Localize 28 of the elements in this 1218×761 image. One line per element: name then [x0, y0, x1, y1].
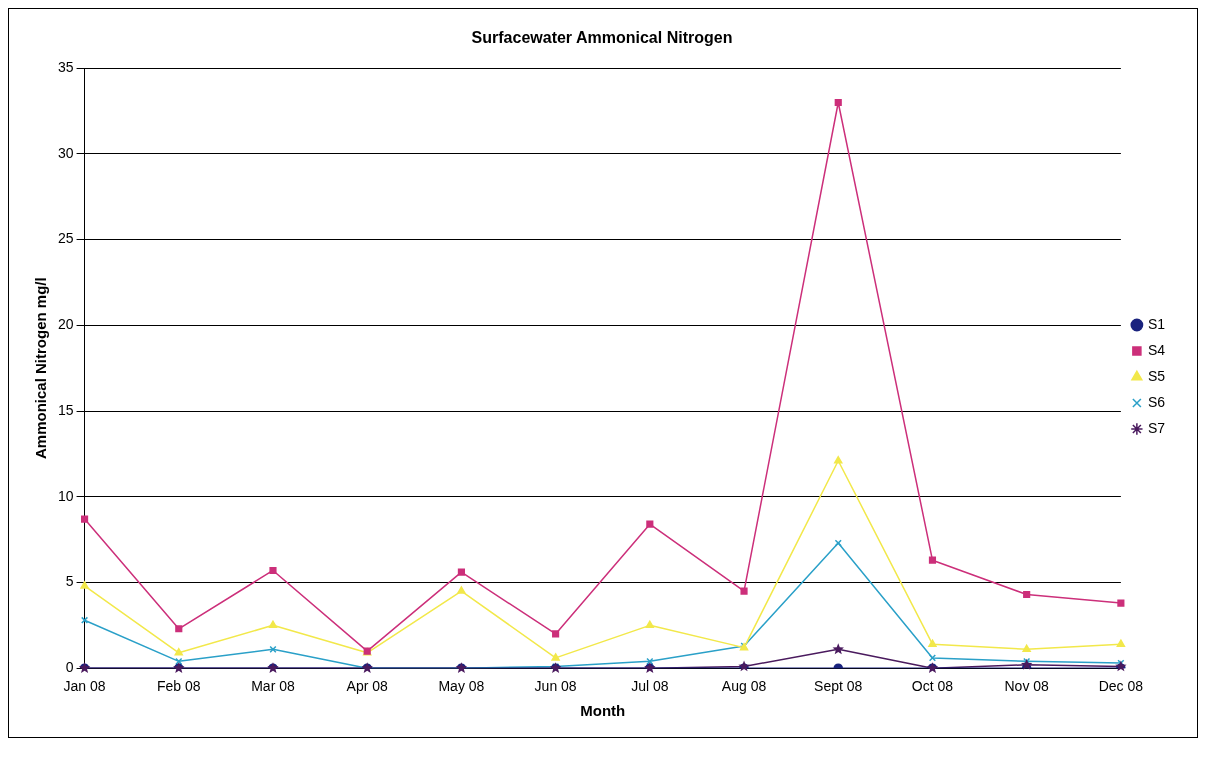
- x-tick-label: Oct 08: [911, 678, 954, 695]
- y-tick-label: 5: [65, 573, 74, 590]
- x-axis-title: Month: [580, 702, 626, 720]
- x-tick-label: Jun 08: [534, 678, 577, 695]
- y-tick-label: 0: [65, 659, 74, 676]
- y-tick-label: 35: [57, 59, 74, 76]
- legend-label: S5: [1147, 367, 1166, 384]
- y-tick-label: 20: [57, 316, 74, 333]
- legend-label: S6: [1147, 393, 1166, 410]
- y-axis-title: Ammonical Nitrogen mg/l: [32, 277, 50, 460]
- x-tick-label: Feb 08: [156, 678, 201, 695]
- y-tick-label: 25: [57, 230, 74, 247]
- x-tick-label: Apr 08: [346, 678, 389, 695]
- y-tick-label: 10: [57, 487, 74, 504]
- x-tick-label: Dec 08: [1098, 678, 1144, 695]
- legend-label: S4: [1147, 341, 1166, 358]
- x-tick-label: Jan 08: [63, 678, 106, 695]
- x-tick-label: Sept 08: [814, 678, 863, 695]
- x-tick-label: Nov 08: [1004, 678, 1050, 695]
- x-tick-label: Mar 08: [251, 678, 295, 695]
- x-tick-label: May 08: [438, 678, 485, 695]
- x-tick-label: Aug 08: [721, 678, 767, 695]
- y-tick-label: 30: [57, 144, 74, 161]
- y-tick-label: 15: [57, 401, 74, 418]
- legend-label: S7: [1147, 419, 1166, 436]
- x-tick-label: Jul 08: [631, 678, 669, 695]
- chart-title: Surfacewater Ammonical Nitrogen: [471, 29, 733, 47]
- legend-label: S1: [1147, 315, 1166, 332]
